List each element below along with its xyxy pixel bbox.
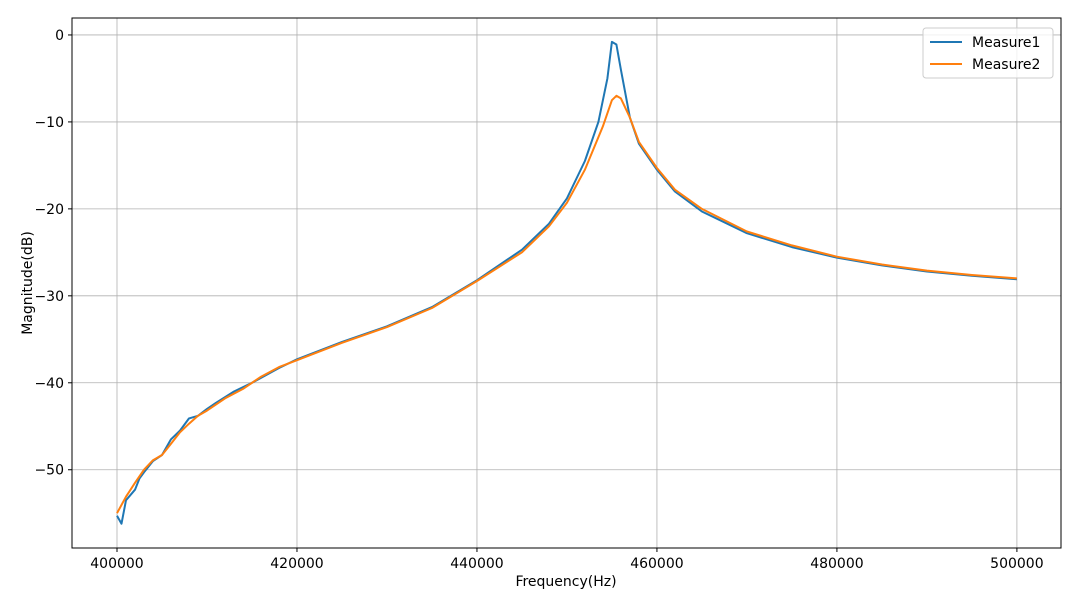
y-tick-label: 0 — [55, 28, 64, 44]
series-line-measure2 — [116, 94, 1017, 514]
plot-frame — [71, 17, 1062, 549]
y-tick-label: −40 — [34, 376, 64, 392]
grid — [72, 18, 1061, 548]
x-axis: 400000 420000 440000 460000 480000 500000 — [90, 548, 1044, 572]
x-tick-label: 440000 — [450, 556, 503, 572]
y-axis-label: Magnitude(dB) — [20, 231, 36, 335]
x-axis-label: Frequency(Hz) — [515, 574, 616, 590]
legend-label: Measure1 — [972, 35, 1040, 51]
x-tick-label: 400000 — [90, 556, 143, 572]
series-lines — [116, 40, 1017, 525]
legend-label: Measure2 — [972, 57, 1040, 73]
x-tick-label: 460000 — [630, 556, 683, 572]
y-tick-label: −10 — [34, 115, 64, 131]
legend: Measure1 Measure2 — [922, 27, 1054, 79]
x-tick-label: 480000 — [810, 556, 863, 572]
y-tick-label: −50 — [34, 463, 64, 479]
x-tick-label: 420000 — [270, 556, 323, 572]
x-tick-label: 500000 — [990, 556, 1043, 572]
y-axis: 0 −10 −20 −30 −40 −50 — [34, 28, 72, 479]
y-tick-label: −30 — [34, 289, 64, 305]
legend-box — [922, 27, 1054, 79]
series-line-measure1 — [116, 40, 1017, 525]
y-tick-label: −20 — [34, 202, 64, 218]
